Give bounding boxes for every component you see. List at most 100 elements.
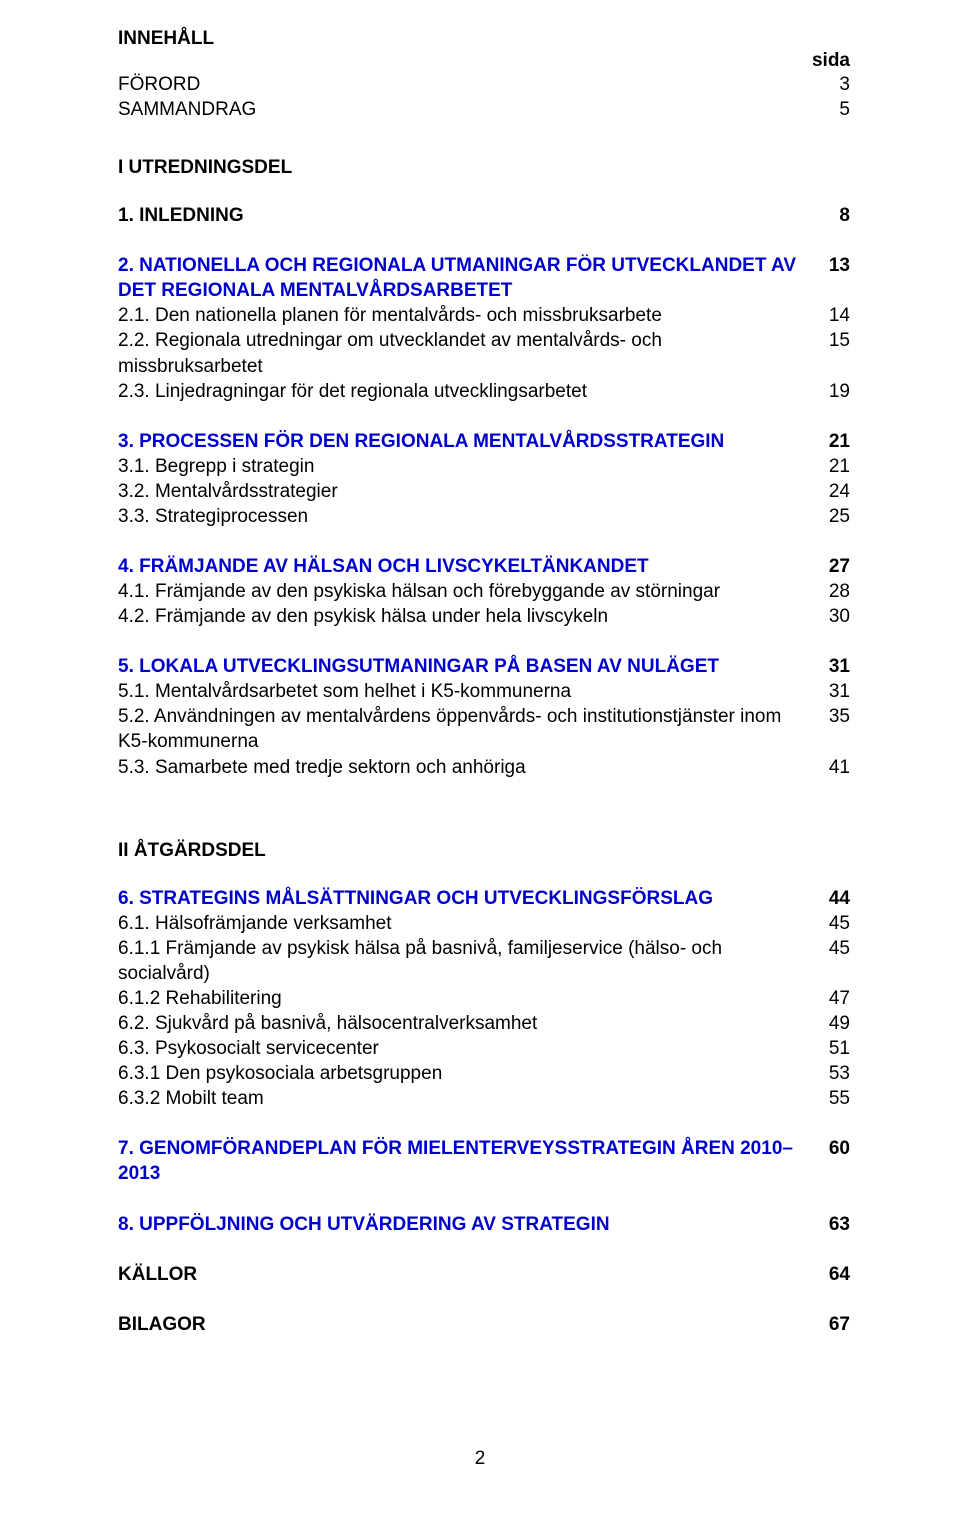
toc-row: 6.2. Sjukvård på basnivå, hälsocentralve…	[118, 1011, 850, 1036]
part-heading-2: II ÅTGÄRDSDEL	[118, 840, 850, 862]
toc-row: BILAGOR67	[118, 1312, 850, 1337]
spacer	[118, 1187, 850, 1212]
toc-label: 2.1. Den nationella planen för mentalvår…	[118, 303, 810, 328]
toc-page: 35	[810, 704, 850, 729]
toc-label: BILAGOR	[118, 1312, 810, 1337]
toc-row: SAMMANDRAG5	[118, 97, 850, 122]
toc-page: 47	[810, 986, 850, 1011]
toc-label: 5. LOKALA UTVECKLINGSUTMANINGAR PÅ BASEN…	[118, 654, 810, 679]
toc-page: 55	[810, 1086, 850, 1111]
toc-heading: INNEHÅLL	[118, 28, 850, 50]
toc-row: 6.3.1 Den psykosociala arbetsgruppen53	[118, 1061, 850, 1086]
spacer	[118, 1237, 850, 1262]
spacer	[118, 529, 850, 554]
toc-page: 21	[810, 454, 850, 479]
toc-page: 41	[810, 755, 850, 780]
sida-row: sida	[118, 50, 850, 72]
toc-page: 45	[810, 936, 850, 961]
toc-row: 6.1. Hälsofrämjande verksamhet45	[118, 911, 850, 936]
toc-row: 4. FRÄMJANDE AV HÄLSAN OCH LIVSCYKELTÄNK…	[118, 554, 850, 579]
toc-row: KÄLLOR64	[118, 1262, 850, 1287]
toc-row: 5. LOKALA UTVECKLINGSUTMANINGAR PÅ BASEN…	[118, 654, 850, 679]
toc-label: FÖRORD	[118, 72, 810, 97]
toc-page: 31	[810, 679, 850, 704]
toc-label: 3.3. Strategiprocessen	[118, 504, 810, 529]
spacer	[118, 404, 850, 429]
toc-row: 2.1. Den nationella planen för mentalvår…	[118, 303, 850, 328]
toc-page: 3	[810, 72, 850, 97]
toc-label: 3.2. Mentalvårdsstrategier	[118, 479, 810, 504]
spacer	[118, 805, 850, 830]
toc-row: 5.1. Mentalvårdsarbetet som helhet i K5-…	[118, 679, 850, 704]
part-heading-1: I UTREDNINGSDEL	[118, 157, 850, 179]
page-number: 2	[0, 1448, 960, 1470]
toc-row: 2.2. Regionala utredningar om utveckland…	[118, 328, 850, 378]
toc-row: 4.2. Främjande av den psykisk hälsa unde…	[118, 604, 850, 629]
toc-label: KÄLLOR	[118, 1262, 810, 1287]
toc-page: 45	[810, 911, 850, 936]
toc-page: 63	[810, 1212, 850, 1237]
toc-label: 6.3.2 Mobilt team	[118, 1086, 810, 1111]
toc-row: 6.1.2 Rehabilitering47	[118, 986, 850, 1011]
toc-row: 3.2. Mentalvårdsstrategier24	[118, 479, 850, 504]
toc-page: 53	[810, 1061, 850, 1086]
sida-label: sida	[794, 50, 850, 72]
toc-row: 3.3. Strategiprocessen25	[118, 504, 850, 529]
toc-page: 30	[810, 604, 850, 629]
toc-label: 6.1.1 Främjande av psykisk hälsa på basn…	[118, 936, 810, 986]
toc-page: 27	[810, 554, 850, 579]
toc-page: 5	[810, 97, 850, 122]
toc-page: 24	[810, 479, 850, 504]
toc-page: 19	[810, 379, 850, 404]
toc-label: 2.2. Regionala utredningar om utveckland…	[118, 328, 810, 378]
toc-row: 2. NATIONELLA OCH REGIONALA UTMANINGAR F…	[118, 253, 850, 303]
toc-label: 4.2. Främjande av den psykisk hälsa unde…	[118, 604, 810, 629]
toc-label: 7. GENOMFÖRANDEPLAN FÖR MIELENTERVEYSSTR…	[118, 1136, 810, 1186]
toc-page: 14	[810, 303, 850, 328]
toc-row: 8. UPPFÖLJNING OCH UTVÄRDERING AV STRATE…	[118, 1212, 850, 1237]
toc-page: 49	[810, 1011, 850, 1036]
toc-label: 1. INLEDNING	[118, 203, 810, 228]
spacer	[118, 122, 850, 147]
toc-page: 8	[810, 203, 850, 228]
toc-label: SAMMANDRAG	[118, 97, 810, 122]
toc-label: 3.1. Begrepp i strategin	[118, 454, 810, 479]
toc-row: 6. STRATEGINS MÅLSÄTTNINGAR OCH UTVECKLI…	[118, 886, 850, 911]
spacer	[118, 629, 850, 654]
toc-row: 2.3. Linjedragningar för det regionala u…	[118, 379, 850, 404]
toc-row: 7. GENOMFÖRANDEPLAN FÖR MIELENTERVEYSSTR…	[118, 1136, 850, 1186]
toc-row: 4.1. Främjande av den psykiska hälsan oc…	[118, 579, 850, 604]
toc-label: 5.1. Mentalvårdsarbetet som helhet i K5-…	[118, 679, 810, 704]
toc-page: 51	[810, 1036, 850, 1061]
toc-label: 2. NATIONELLA OCH REGIONALA UTMANINGAR F…	[118, 253, 810, 303]
toc-label: 3. PROCESSEN FÖR DEN REGIONALA MENTALVÅR…	[118, 429, 810, 454]
toc-page: 21	[810, 429, 850, 454]
toc-row: 3.1. Begrepp i strategin21	[118, 454, 850, 479]
spacer	[118, 1111, 850, 1136]
toc-label: 6.3. Psykosocialt servicecenter	[118, 1036, 810, 1061]
toc-label: 5.3. Samarbete med tredje sektorn och an…	[118, 755, 810, 780]
toc-page: 67	[810, 1312, 850, 1337]
spacer	[118, 228, 850, 253]
toc-row: 6.3.2 Mobilt team55	[118, 1086, 850, 1111]
toc-row: 1. INLEDNING8	[118, 203, 850, 228]
toc-label: 2.3. Linjedragningar för det regionala u…	[118, 379, 810, 404]
toc-page: 15	[810, 328, 850, 353]
toc-row: 3. PROCESSEN FÖR DEN REGIONALA MENTALVÅR…	[118, 429, 850, 454]
toc-row: 5.2. Användningen av mentalvårdens öppen…	[118, 704, 850, 754]
toc-label: 6.2. Sjukvård på basnivå, hälsocentralve…	[118, 1011, 810, 1036]
toc-page: 31	[810, 654, 850, 679]
toc-label: 4. FRÄMJANDE AV HÄLSAN OCH LIVSCYKELTÄNK…	[118, 554, 810, 579]
toc-page: 44	[810, 886, 850, 911]
toc-row: 6.1.1 Främjande av psykisk hälsa på basn…	[118, 936, 850, 986]
toc-label: 5.2. Användningen av mentalvårdens öppen…	[118, 704, 810, 754]
toc-page: 13	[810, 253, 850, 278]
spacer	[118, 1287, 850, 1312]
toc-page: 28	[810, 579, 850, 604]
toc-page: 60	[810, 1136, 850, 1161]
toc-label: 6.1. Hälsofrämjande verksamhet	[118, 911, 810, 936]
toc-label: 6.3.1 Den psykosociala arbetsgruppen	[118, 1061, 810, 1086]
toc-row: 5.3. Samarbete med tredje sektorn och an…	[118, 755, 850, 780]
toc-row: FÖRORD3	[118, 72, 850, 97]
toc-page: 64	[810, 1262, 850, 1287]
